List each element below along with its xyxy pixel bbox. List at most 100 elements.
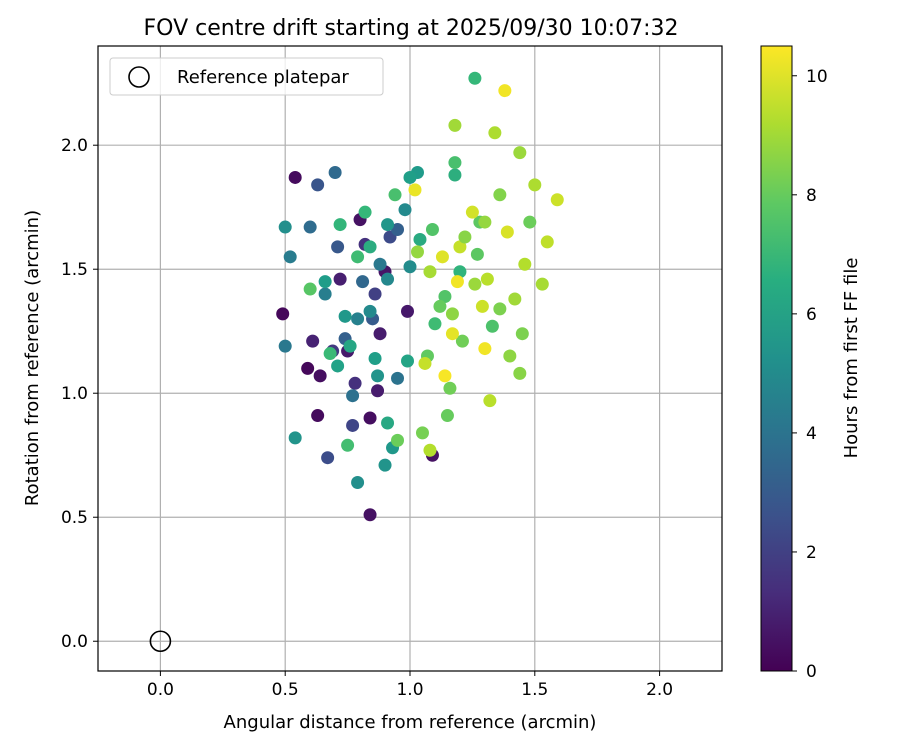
scatter-point — [338, 309, 352, 323]
scatter-point — [288, 170, 302, 184]
scatter-point — [363, 411, 377, 425]
scatter-point — [423, 443, 437, 457]
scatter-point — [303, 220, 317, 234]
colorbar — [760, 45, 793, 672]
scatter-point — [313, 369, 327, 383]
scatter-point — [513, 366, 527, 380]
scatter-point — [318, 287, 332, 301]
scatter-point — [348, 376, 362, 390]
colorbar-tick-label: 0 — [806, 662, 817, 682]
scatter-point — [438, 369, 452, 383]
colorbar-tick-label: 8 — [806, 186, 817, 206]
scatter-point — [401, 354, 415, 368]
scatter-point — [468, 71, 482, 85]
scatter-point — [513, 146, 527, 160]
scatter-point — [276, 307, 290, 321]
scatter-point — [550, 193, 564, 207]
y-axis-label: Rotation from reference (arcmin) — [22, 210, 43, 506]
scatter-point — [381, 416, 395, 430]
x-tick-label: 0.0 — [147, 680, 174, 700]
scatter-point — [408, 183, 422, 197]
scatter-point — [311, 178, 325, 192]
data-points — [276, 71, 564, 522]
scatter-point — [323, 347, 337, 361]
scatter-point — [448, 156, 462, 170]
scatter-point — [333, 218, 347, 232]
scatter-point — [391, 371, 405, 385]
scatter-point — [455, 334, 469, 348]
scatter-point — [358, 205, 372, 219]
scatter-point — [351, 476, 365, 490]
scatter-point — [391, 223, 405, 237]
colorbar-tick-label: 2 — [806, 543, 817, 563]
scatter-point — [303, 282, 317, 296]
scatter-point — [331, 240, 345, 254]
scatter-point — [418, 356, 432, 370]
scatter-point — [378, 458, 392, 472]
scatter-point — [371, 369, 385, 383]
scatter-point — [518, 257, 532, 271]
scatter-point — [346, 418, 360, 432]
colorbar-tick-label: 6 — [806, 305, 817, 325]
scatter-point — [363, 508, 377, 522]
scatter-point — [278, 339, 292, 353]
scatter-point — [445, 307, 459, 321]
scatter-point — [478, 215, 492, 229]
scatter-point — [331, 359, 345, 373]
scatter-point — [373, 327, 387, 341]
scatter-point — [403, 260, 417, 274]
scatter-point — [448, 168, 462, 182]
scatter-point — [470, 247, 484, 261]
scatter-point — [515, 327, 529, 341]
scatter-point — [475, 299, 489, 313]
scatter-point — [483, 394, 497, 408]
scatter-point — [373, 257, 387, 271]
scatter-point — [503, 349, 517, 363]
x-tick-label: 1.0 — [396, 680, 423, 700]
scatter-point — [485, 319, 499, 333]
scatter-point — [368, 352, 382, 365]
scatter-point — [458, 230, 472, 244]
x-axis-label: Angular distance from reference (arcmin) — [224, 712, 597, 733]
scatter-point — [465, 205, 479, 219]
scatter-point — [381, 218, 395, 232]
legend-marker — [128, 66, 150, 88]
y-axis-ticks: 0.0 0.5 1.0 1.5 2.0 — [61, 136, 98, 652]
scatter-point — [535, 277, 549, 291]
scatter-point — [321, 451, 335, 465]
scatter-point — [498, 84, 512, 98]
scatter-point — [343, 339, 357, 353]
scatter-point — [500, 225, 514, 239]
scatter-point — [288, 431, 302, 445]
scatter-point — [356, 275, 370, 289]
x-tick-label: 2.0 — [646, 680, 673, 700]
y-tick-label: 1.0 — [61, 384, 88, 404]
colorbar-label: Hours from first FF file — [841, 258, 862, 459]
scatter-point — [450, 275, 464, 289]
scatter-point — [443, 381, 457, 395]
scatter-point — [540, 235, 554, 249]
scatter-point — [523, 215, 537, 229]
scatter-point — [403, 170, 417, 184]
y-tick-label: 0.5 — [61, 508, 88, 528]
scatter-point — [415, 426, 429, 440]
scatter-point — [351, 312, 365, 326]
scatter-point — [445, 327, 459, 341]
scatter-point — [333, 272, 347, 286]
legend-label: Reference platepar — [177, 67, 349, 88]
scatter-point — [381, 272, 395, 286]
y-tick-label: 2.0 — [61, 136, 88, 156]
scatter-point — [388, 188, 402, 202]
scatter-point — [453, 265, 467, 279]
scatter-point — [438, 289, 452, 303]
y-tick-label: 0.0 — [61, 632, 88, 652]
y-tick-label: 1.5 — [61, 260, 88, 280]
scatter-point — [318, 275, 332, 289]
colorbar-tick-label: 10 — [806, 67, 828, 87]
scatter-point — [328, 165, 342, 179]
chart-title: FOV centre drift starting at 2025/09/30 … — [144, 16, 679, 41]
colorbar-tick-label: 4 — [806, 424, 817, 444]
reference-point — [149, 630, 172, 653]
scatter-point — [278, 220, 292, 234]
